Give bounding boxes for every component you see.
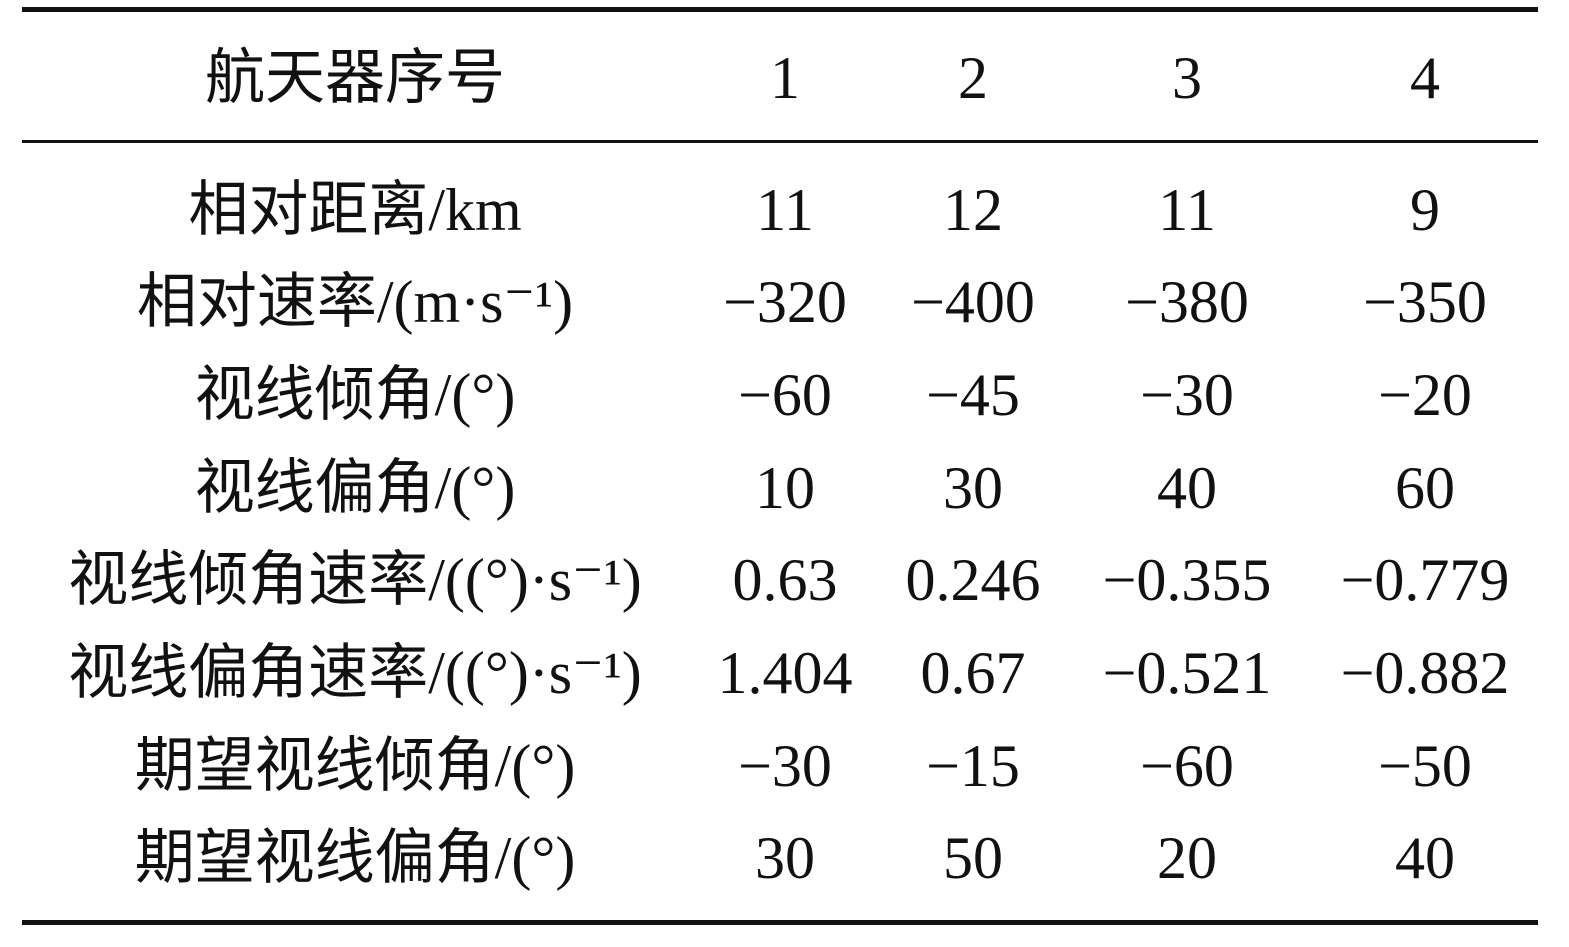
value-cell: −0.882 <box>1340 640 1510 706</box>
value-cell: −15 <box>926 733 1020 799</box>
header-label: 航天器序号 <box>205 45 505 111</box>
value-cell: −60 <box>1140 733 1234 799</box>
row-label: 相对距离/km <box>188 177 522 243</box>
value-cell: −30 <box>738 733 832 799</box>
bottom-rule <box>22 920 1538 925</box>
row-label: 期望视线偏角/(°) <box>134 825 576 891</box>
value-cell: 50 <box>943 825 1003 891</box>
value-cell: 12 <box>943 177 1003 243</box>
value-cell: 0.63 <box>732 547 838 613</box>
value-cell: −60 <box>738 362 832 428</box>
header-cell: 2 <box>958 45 988 111</box>
top-rule <box>22 7 1538 12</box>
value-cell: 11 <box>1158 177 1216 243</box>
value-cell: 11 <box>756 177 814 243</box>
row-label: 视线倾角/(°) <box>194 362 516 428</box>
value-cell: 40 <box>1395 825 1455 891</box>
value-cell: 0.67 <box>920 640 1026 706</box>
value-cell: −20 <box>1378 362 1472 428</box>
header-rule <box>22 140 1538 143</box>
value-cell: −320 <box>723 269 847 335</box>
value-cell: −380 <box>1125 269 1249 335</box>
value-cell: 20 <box>1157 825 1217 891</box>
value-cell: −0.521 <box>1102 640 1272 706</box>
value-cell: −30 <box>1140 362 1234 428</box>
row-label: 视线偏角/(°) <box>194 455 516 521</box>
value-cell: −0.355 <box>1102 547 1272 613</box>
value-cell: 9 <box>1410 177 1440 243</box>
value-cell: 30 <box>755 825 815 891</box>
header-cell: 1 <box>770 45 800 111</box>
value-cell: 1.404 <box>717 640 853 706</box>
header-cell: 4 <box>1410 45 1440 111</box>
value-cell: 0.246 <box>905 547 1041 613</box>
value-cell: −45 <box>926 362 1020 428</box>
row-label: 相对速率/(m·s⁻¹) <box>136 269 574 335</box>
value-cell: −0.779 <box>1340 547 1510 613</box>
row-label: 期望视线倾角/(°) <box>134 733 576 799</box>
value-cell: 40 <box>1157 455 1217 521</box>
row-label: 视线倾角速率/((°)·s⁻¹) <box>68 547 642 613</box>
value-cell: −50 <box>1378 733 1472 799</box>
row-label: 视线偏角速率/((°)·s⁻¹) <box>68 640 642 706</box>
header-cell: 3 <box>1172 45 1202 111</box>
value-cell: 30 <box>943 455 1003 521</box>
value-cell: 10 <box>755 455 815 521</box>
value-cell: −350 <box>1363 269 1487 335</box>
value-cell: −400 <box>911 269 1035 335</box>
value-cell: 60 <box>1395 455 1455 521</box>
